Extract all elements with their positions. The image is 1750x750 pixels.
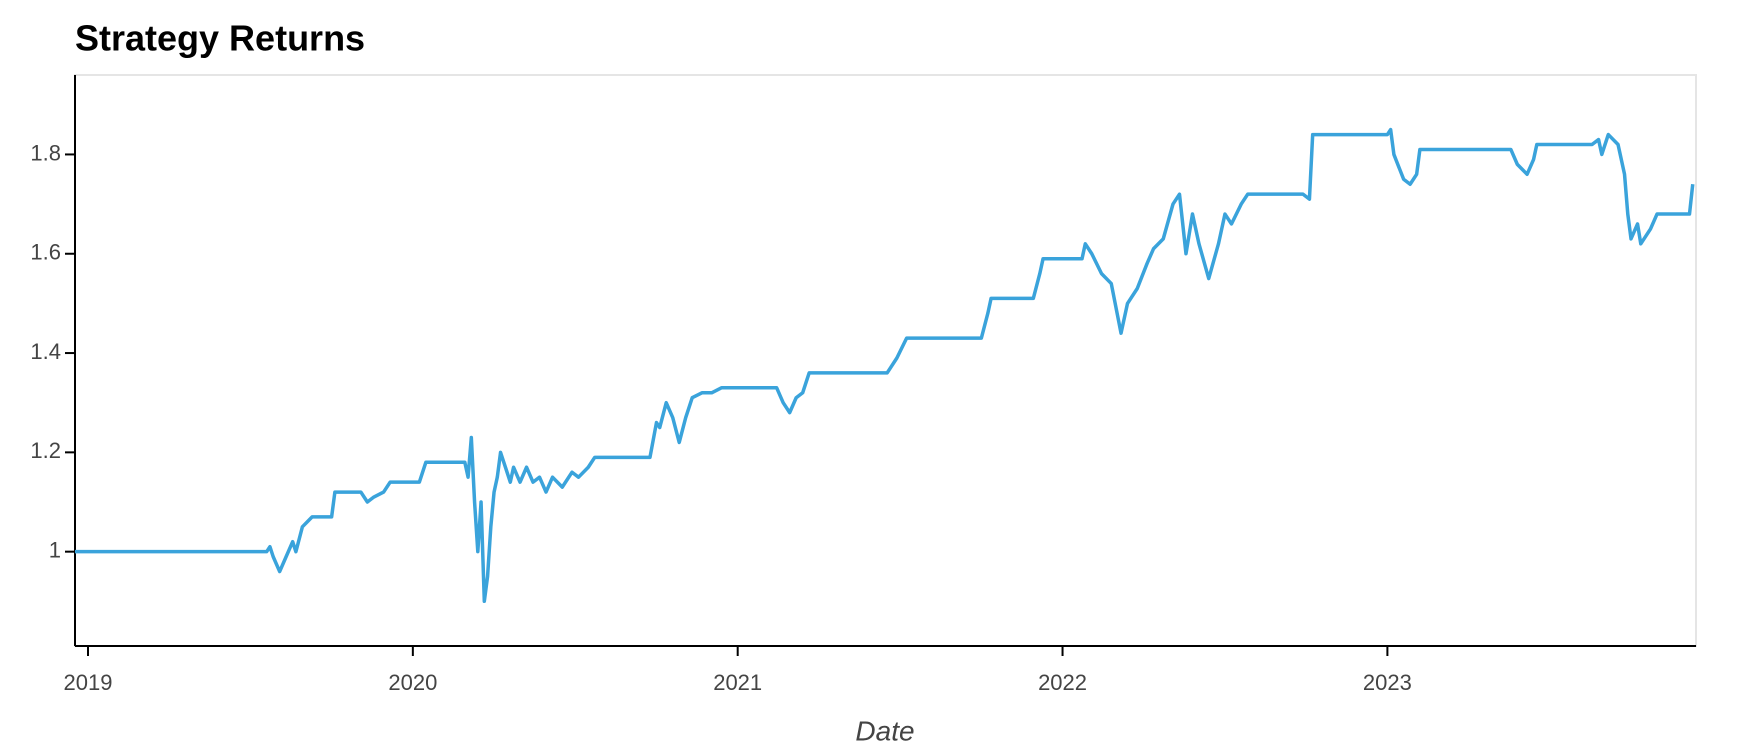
y-tick-label: 1.4 xyxy=(30,339,61,364)
x-tick-label: 2022 xyxy=(1038,670,1087,695)
y-tick-label: 1.8 xyxy=(30,140,61,165)
x-tick-label: 2019 xyxy=(64,670,113,695)
x-axis-label: Date xyxy=(855,715,914,746)
x-tick-label: 2020 xyxy=(388,670,437,695)
y-tick-label: 1.6 xyxy=(30,240,61,265)
line-series xyxy=(75,127,1695,604)
x-tick-label: 2021 xyxy=(713,670,762,695)
x-tick-label: 2023 xyxy=(1363,670,1412,695)
y-tick-label: 1.2 xyxy=(30,438,61,463)
plot-frame xyxy=(74,74,1697,647)
y-tick-label: 1 xyxy=(49,537,61,562)
chart-title: Strategy Returns xyxy=(75,18,365,59)
